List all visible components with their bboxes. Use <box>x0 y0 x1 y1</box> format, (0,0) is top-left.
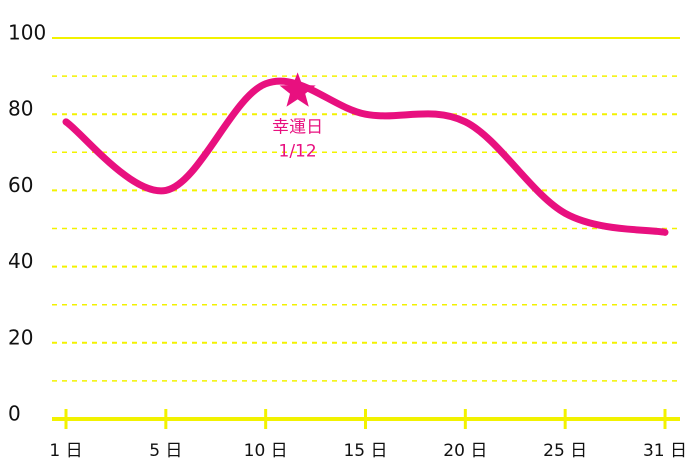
y-tick-label: 100 <box>8 21 46 45</box>
x-tick-label: 10 日 <box>244 441 288 461</box>
y-tick-label: 20 <box>8 325 33 349</box>
x-tick-label: 20 日 <box>443 441 487 461</box>
annotation-label: 1/12 <box>279 141 317 161</box>
y-tick-label: 60 <box>8 173 33 197</box>
x-tick-label: 15 日 <box>343 441 387 461</box>
x-tick-label: 31 日 <box>643 441 687 461</box>
y-tick-label: 0 <box>8 402 21 426</box>
line <box>62 77 669 236</box>
annotation-label: 幸運日 <box>272 117 323 137</box>
star-marker <box>279 72 316 107</box>
y-tick-label: 40 <box>8 249 33 273</box>
x-tick-label: 1 日 <box>49 441 82 461</box>
x-tick-label: 5 日 <box>149 441 182 461</box>
x-tick-label: 25 日 <box>543 441 587 461</box>
y-tick-label: 80 <box>8 97 33 121</box>
